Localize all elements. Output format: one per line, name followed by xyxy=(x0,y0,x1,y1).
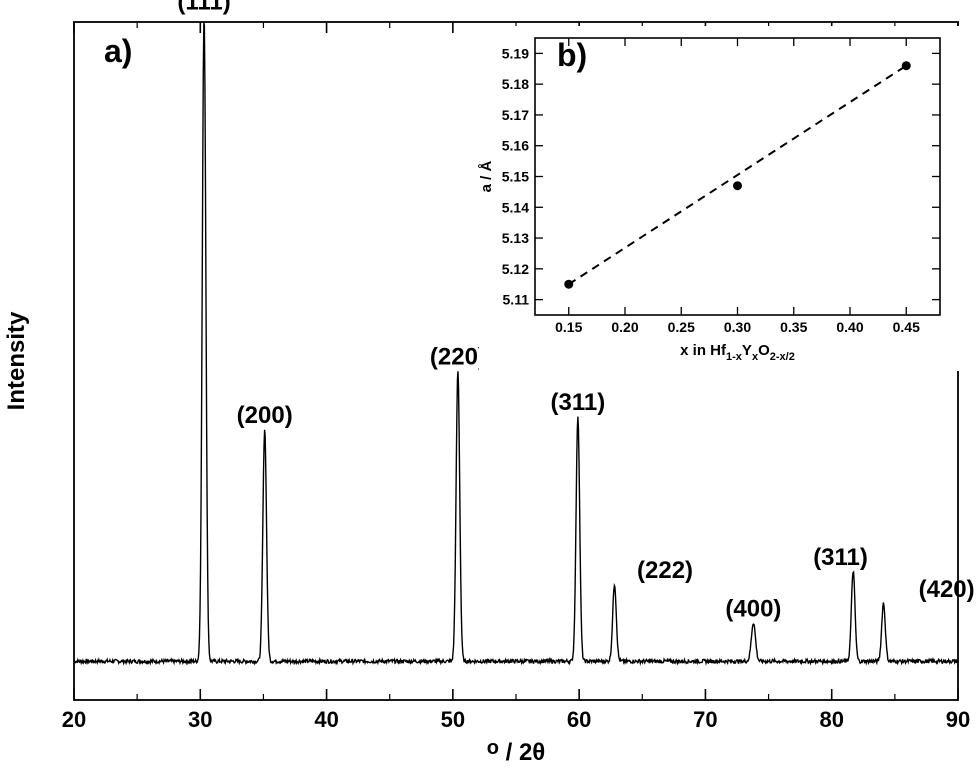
inset-ytick-label: 5.17 xyxy=(502,107,529,123)
inset-xtick-label: 0.45 xyxy=(893,319,920,335)
panel-label-a: a) xyxy=(104,33,132,69)
xtick-label: 60 xyxy=(567,707,591,732)
peak-label: (400) xyxy=(725,596,781,623)
inset-ytick-label: 5.14 xyxy=(502,199,529,215)
inset-ytick-label: 5.16 xyxy=(502,138,529,154)
inset-plot-box xyxy=(535,38,940,315)
xtick-label: 30 xyxy=(188,707,212,732)
xtick-label: 20 xyxy=(62,707,86,732)
peak-label: (200) xyxy=(237,402,293,429)
peak-label: (420) xyxy=(919,576,975,603)
inset-xtick-label: 0.15 xyxy=(555,319,582,335)
xtick-label: 70 xyxy=(693,707,717,732)
inset-xtick-label: 0.35 xyxy=(780,319,807,335)
inset-xtick-label: 0.40 xyxy=(836,319,863,335)
peak-label: (311) xyxy=(813,544,868,571)
xtick-label: 90 xyxy=(946,707,970,732)
peak-label: (220) xyxy=(430,344,486,371)
inset-ytick-label: 5.13 xyxy=(502,230,529,246)
inset-point xyxy=(733,181,742,190)
inset-point xyxy=(902,61,911,70)
inset-ytick-label: 5.19 xyxy=(502,45,529,61)
peak-label: (111) xyxy=(177,0,230,16)
peak-label: (222) xyxy=(637,557,693,584)
inset-ytick-label: 5.11 xyxy=(503,292,530,308)
xtick-label: 50 xyxy=(441,707,465,732)
inset-xtick-label: 0.20 xyxy=(611,319,638,335)
peak-label: (311) xyxy=(551,389,606,416)
inset-ytick-label: 5.15 xyxy=(502,169,529,185)
xtick-label: 40 xyxy=(314,707,338,732)
inset-point xyxy=(564,280,573,289)
xtick-label: 80 xyxy=(819,707,843,732)
inset-ytick-label: 5.12 xyxy=(502,261,529,277)
inset-chart: 0.15 0.20 0.25 0.30 0.35 0.40 0.45 5.11 5.12 5.13… xyxy=(478,26,964,371)
y-axis-label: Intensity xyxy=(3,311,30,410)
inset-xtick-label: 0.30 xyxy=(724,319,751,335)
x-axis-label: o / 2θ xyxy=(487,737,546,766)
inset-xtick-label: 0.25 xyxy=(668,319,695,335)
panel-label-b: b) xyxy=(557,37,587,73)
inset-ytick-label: 5.18 xyxy=(502,76,529,92)
inset-y-label: a / Å xyxy=(478,160,495,192)
